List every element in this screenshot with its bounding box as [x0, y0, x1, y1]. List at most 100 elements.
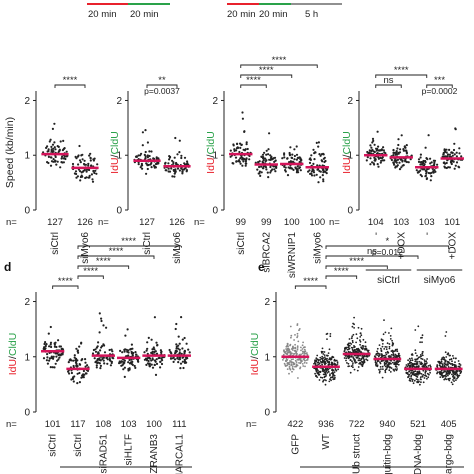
data-point	[453, 153, 456, 156]
data-point	[377, 156, 380, 159]
y-axis-label: Speed (kb/min)	[4, 117, 16, 188]
data-point	[103, 362, 106, 365]
data-point	[173, 156, 176, 159]
data-point	[316, 376, 319, 378]
data-point	[180, 352, 183, 355]
data-point	[290, 358, 293, 361]
data-point	[324, 368, 327, 371]
significance-label: ns	[383, 75, 393, 86]
data-point	[289, 343, 292, 346]
data-point	[410, 374, 413, 377]
significance-bracket	[325, 245, 450, 249]
data-point	[137, 154, 140, 157]
data-point	[294, 349, 296, 352]
data-point	[178, 342, 181, 345]
data-point	[347, 343, 349, 346]
data-point	[390, 354, 393, 356]
data-point	[430, 171, 433, 174]
data-point	[351, 364, 354, 366]
data-point	[321, 347, 324, 350]
data-point	[168, 156, 172, 159]
data-point	[313, 158, 316, 161]
data-point	[452, 374, 455, 377]
data-point	[130, 343, 133, 346]
data-point	[352, 356, 354, 358]
data-point	[436, 163, 439, 166]
data-point	[445, 371, 448, 374]
data-point	[380, 368, 382, 370]
data-point	[420, 175, 423, 178]
data-point	[367, 351, 369, 353]
data-point	[51, 127, 55, 130]
data-point	[424, 372, 427, 374]
data-point	[419, 169, 422, 172]
data-point	[311, 168, 314, 171]
data-point	[271, 158, 274, 161]
data-point	[376, 130, 379, 133]
data-point	[296, 348, 299, 351]
data-point	[127, 361, 130, 364]
data-point	[108, 359, 111, 362]
data-point	[447, 370, 449, 373]
y-axis-label-part: CldU	[341, 131, 353, 154]
data-point	[284, 169, 287, 172]
data-point	[412, 371, 415, 373]
data-point	[135, 353, 138, 356]
data-point	[328, 380, 331, 383]
data-point	[425, 172, 428, 175]
data-point	[84, 176, 87, 180]
data-point	[43, 342, 46, 346]
data-point	[283, 152, 286, 155]
data-point	[102, 343, 105, 346]
data-point	[268, 132, 271, 135]
data-point	[388, 343, 391, 345]
data-point	[300, 158, 303, 161]
data-point	[74, 170, 78, 173]
data-point	[285, 345, 288, 348]
data-point	[416, 354, 418, 357]
data-point	[301, 350, 304, 353]
data-point	[119, 349, 122, 352]
data-point	[236, 142, 239, 146]
data-point	[75, 360, 78, 363]
data-point	[349, 351, 352, 353]
data-point	[79, 179, 82, 182]
data-point	[175, 162, 178, 166]
category-label: siMyo6	[312, 232, 323, 264]
n-value: 103	[393, 217, 409, 228]
data-point	[414, 352, 417, 354]
significance-label: ****	[334, 266, 349, 277]
data-point	[418, 360, 421, 363]
significance-bracket	[77, 265, 130, 269]
data-point	[349, 342, 351, 344]
data-point	[420, 355, 422, 358]
data-point	[50, 145, 53, 148]
data-point	[417, 160, 421, 163]
data-point	[106, 362, 109, 365]
data-point	[416, 372, 418, 374]
data-point	[42, 347, 45, 350]
data-point	[352, 349, 354, 351]
data-point	[286, 364, 289, 366]
data-point	[171, 175, 174, 178]
data-point	[62, 139, 65, 142]
data-point	[171, 159, 174, 162]
data-point	[323, 354, 326, 356]
data-point	[260, 165, 263, 168]
n-value: 101	[45, 419, 61, 430]
data-point	[450, 358, 453, 360]
data-point	[288, 154, 292, 157]
data-point	[378, 354, 381, 357]
data-point	[123, 359, 126, 362]
n-value: 100	[284, 217, 300, 228]
data-point	[368, 151, 371, 154]
significance-label: ***	[434, 75, 445, 86]
data-point	[290, 334, 293, 337]
data-point	[347, 357, 350, 360]
data-point	[356, 337, 359, 340]
data-point	[290, 167, 294, 170]
data-point	[167, 162, 170, 165]
data-point	[291, 365, 294, 368]
data-point	[182, 366, 185, 370]
